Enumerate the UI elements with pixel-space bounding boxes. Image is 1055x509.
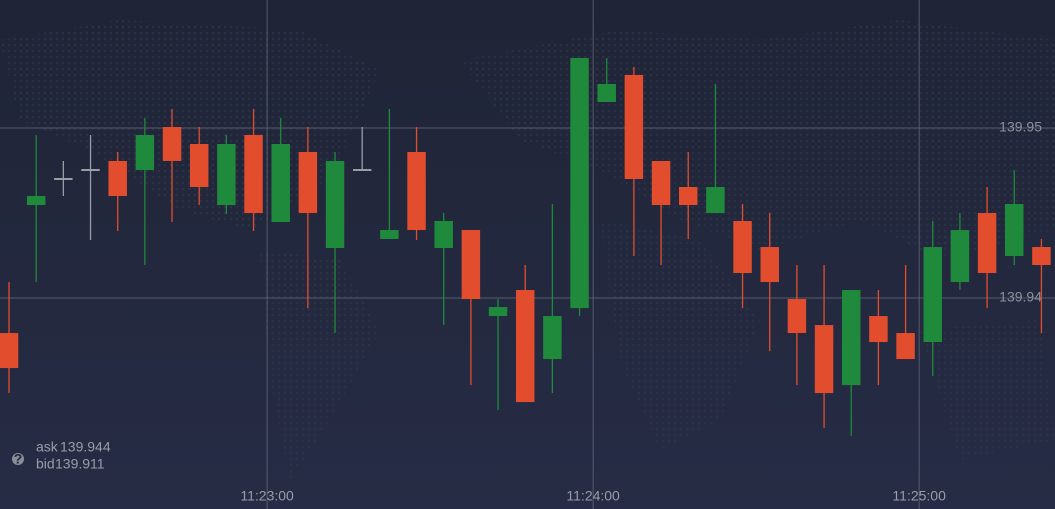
candle-body bbox=[678, 187, 698, 206]
candle-body bbox=[244, 134, 263, 214]
x-tick-label: 11:24:00 bbox=[566, 488, 620, 504]
candle-body bbox=[923, 247, 942, 343]
candle-body bbox=[706, 187, 725, 214]
candle-body bbox=[461, 230, 481, 300]
candle-body bbox=[380, 230, 399, 240]
x-tick-label: 11:25:00 bbox=[892, 488, 946, 504]
candle-body bbox=[950, 230, 970, 283]
x-tick-label: 11:23:00 bbox=[240, 488, 294, 504]
candle-body bbox=[298, 151, 318, 214]
candle-body bbox=[787, 299, 807, 334]
candle-body bbox=[434, 221, 453, 249]
help-icon-glyph: ? bbox=[14, 451, 23, 467]
bid-value: 139.911 bbox=[55, 456, 105, 472]
y-tick-label: 139.95 bbox=[999, 119, 1042, 135]
ask-value: 139.944 bbox=[60, 439, 111, 455]
candle-body bbox=[325, 160, 345, 249]
candle-body bbox=[543, 316, 562, 360]
candle-body bbox=[760, 247, 779, 283]
candle-body bbox=[570, 57, 589, 309]
bid-label: bid bbox=[36, 456, 55, 472]
candle-body bbox=[135, 134, 155, 171]
candle-body bbox=[0, 333, 19, 369]
candle-body bbox=[189, 143, 209, 188]
candle-body bbox=[651, 160, 671, 206]
ask-label: ask bbox=[36, 439, 59, 455]
candle-body bbox=[271, 143, 290, 223]
y-tick-label: 139.94 bbox=[999, 289, 1042, 305]
candle-body bbox=[488, 307, 508, 317]
candle-body bbox=[407, 151, 426, 231]
candle-body bbox=[26, 196, 46, 206]
candle-body bbox=[896, 333, 915, 360]
candle-body bbox=[1005, 204, 1024, 257]
candle-body bbox=[842, 290, 861, 386]
candle-body bbox=[162, 126, 182, 161]
candle-body bbox=[869, 316, 888, 343]
candle-body bbox=[515, 290, 535, 403]
quote-info: ? ask 139.944 bid 139.911 bbox=[12, 439, 111, 472]
candle-body bbox=[977, 213, 997, 274]
candle-body bbox=[814, 325, 834, 394]
candle-body bbox=[217, 143, 236, 206]
candle-body bbox=[1032, 247, 1051, 266]
help-icon[interactable] bbox=[12, 453, 24, 465]
candle-body bbox=[733, 221, 752, 274]
candle-body bbox=[108, 160, 127, 197]
candle-body bbox=[624, 74, 644, 180]
candle-body bbox=[597, 83, 616, 103]
